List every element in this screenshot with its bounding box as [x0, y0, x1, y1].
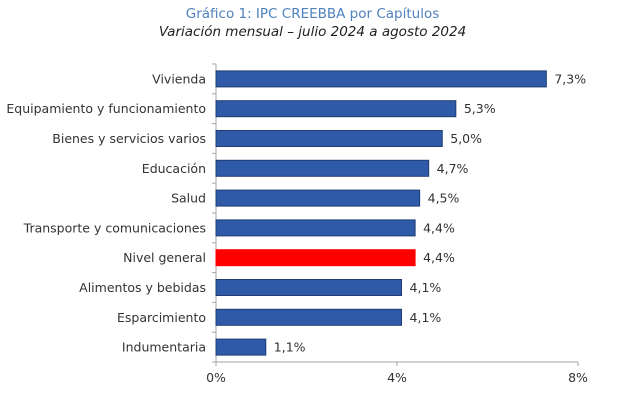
chart-subtitle: Variación mensual – julio 2024 a agosto … — [158, 24, 467, 40]
category-label: Salud — [171, 191, 206, 206]
data-label: 4,4% — [423, 250, 455, 265]
bar — [215, 249, 416, 267]
x-tick-label: 8% — [568, 370, 588, 385]
category-label: Transporte y comunicaciones — [23, 220, 206, 235]
category-label: Educación — [142, 161, 206, 176]
bar — [215, 308, 403, 326]
data-label: 4,7% — [437, 161, 469, 176]
data-label: 4,5% — [428, 191, 460, 206]
data-label: 4,1% — [410, 310, 442, 325]
bar — [215, 189, 421, 207]
data-label: 5,0% — [450, 131, 482, 146]
category-label: Vivienda — [152, 71, 206, 86]
data-label: 5,3% — [464, 101, 496, 116]
bar — [215, 100, 457, 118]
category-label: Equipamiento y funcionamiento — [6, 101, 206, 116]
bar — [215, 70, 547, 88]
bar — [215, 279, 403, 296]
data-label: 1,1% — [274, 340, 306, 355]
category-label: Nivel general — [123, 250, 206, 265]
data-label: 4,4% — [423, 220, 455, 235]
data-label: 4,1% — [410, 280, 442, 295]
bar — [215, 130, 443, 147]
category-label: Esparcimiento — [117, 310, 206, 325]
chart-title: Gráfico 1: IPC CREEBBA por Capítulos — [185, 6, 440, 22]
category-label: Indumentaria — [122, 340, 206, 355]
x-tick-label: 0% — [206, 370, 226, 385]
bar — [215, 338, 267, 356]
bar — [215, 219, 416, 237]
category-label: Alimentos y bebidas — [79, 280, 206, 295]
bar — [215, 159, 430, 177]
x-tick-label: 4% — [387, 370, 407, 385]
data-label: 7,3% — [554, 71, 586, 86]
category-label: Bienes y servicios varios — [52, 131, 206, 146]
